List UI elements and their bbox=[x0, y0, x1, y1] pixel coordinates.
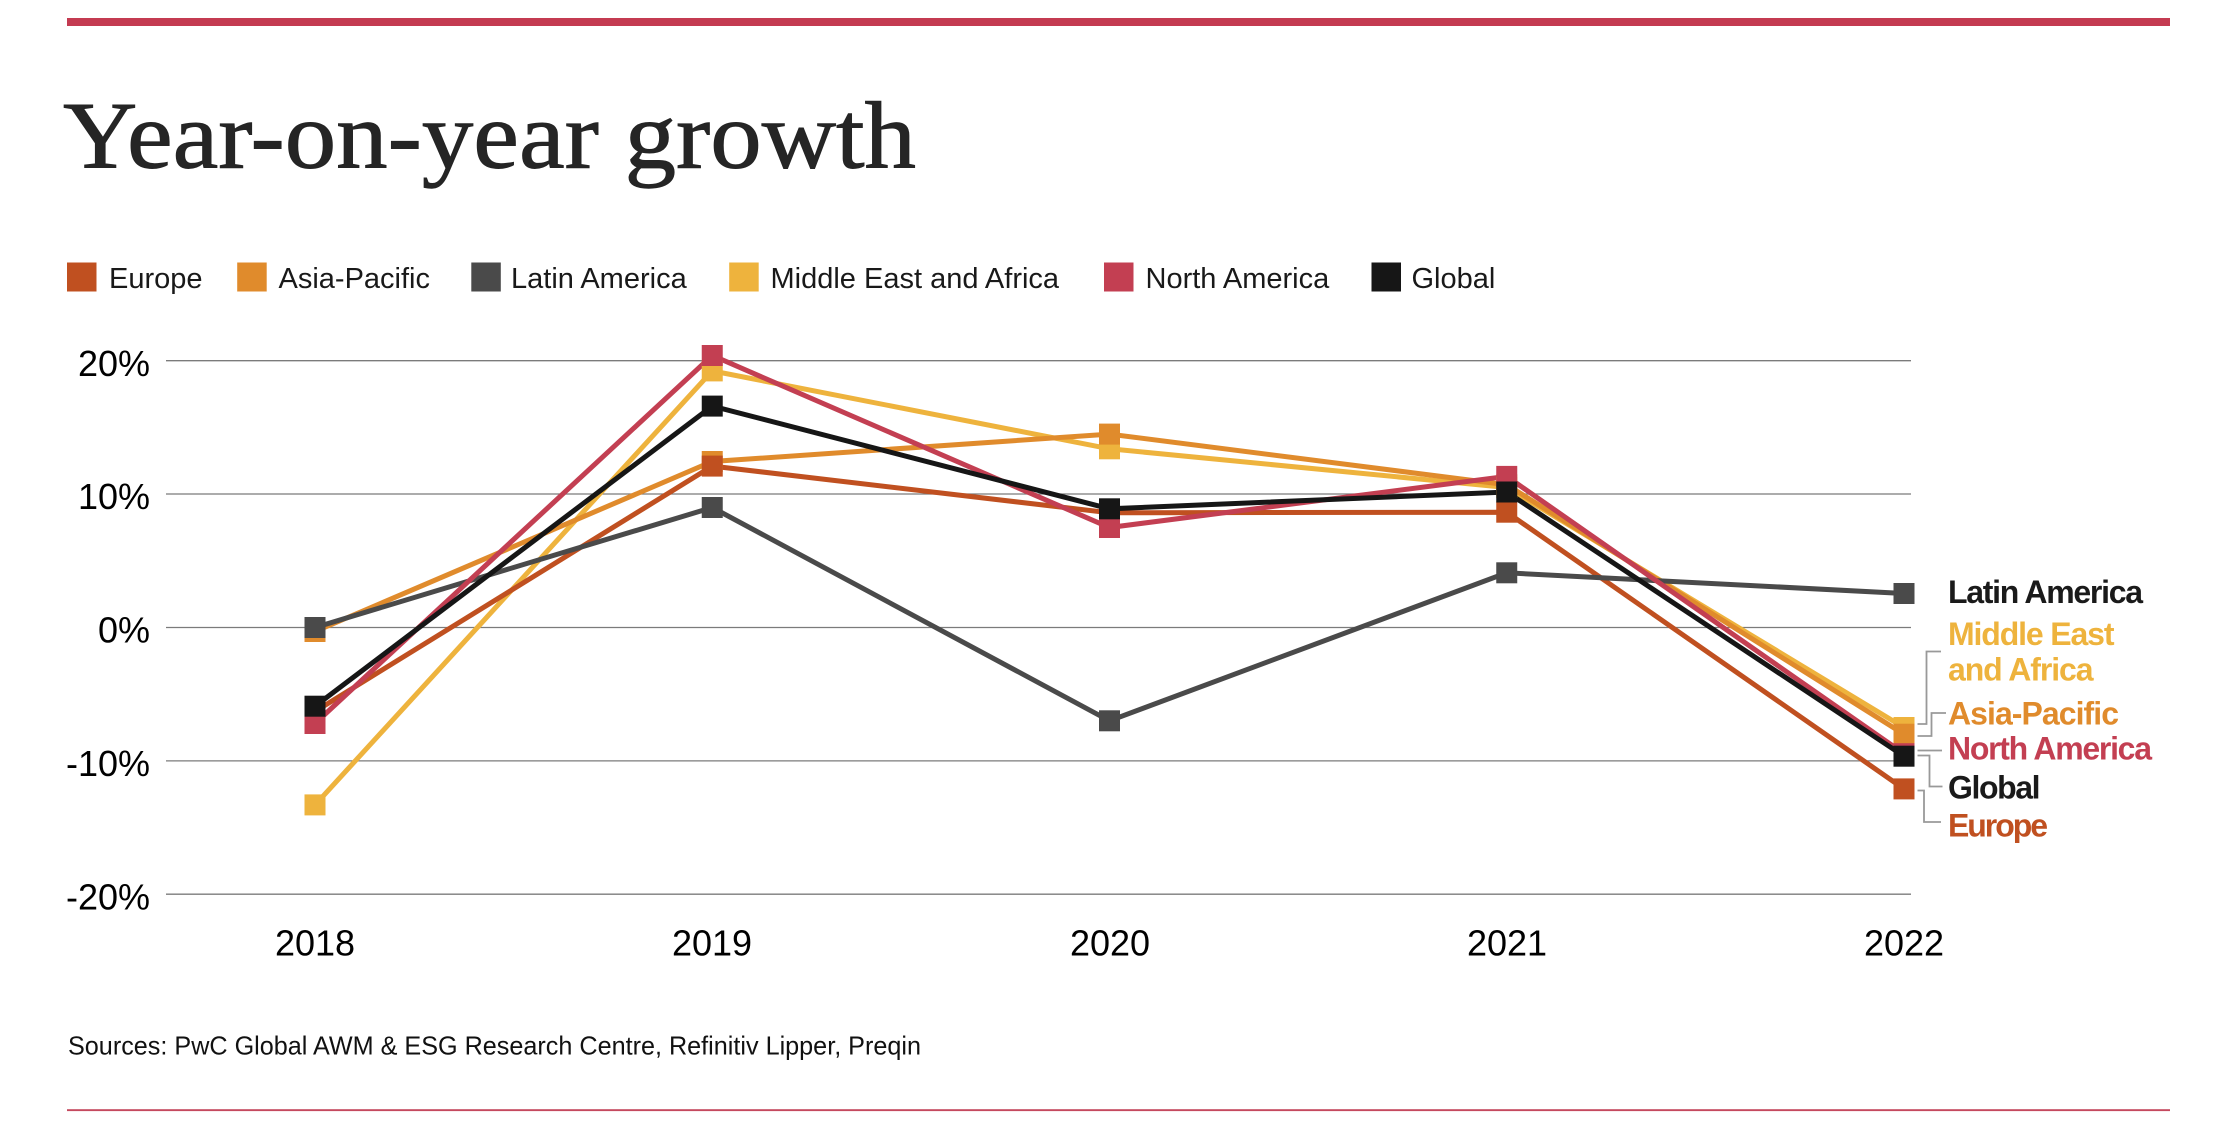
svg-text:-10%: -10% bbox=[66, 743, 150, 784]
svg-text:2018: 2018 bbox=[275, 923, 355, 964]
svg-text:-20%: -20% bbox=[66, 876, 150, 917]
svg-text:2021: 2021 bbox=[1467, 923, 1547, 964]
svg-text:0%: 0% bbox=[98, 610, 150, 651]
svg-text:Global: Global bbox=[1948, 770, 2041, 806]
svg-text:Sources: PwC Global AWM & ESG: Sources: PwC Global AWM & ESG Research C… bbox=[68, 1031, 921, 1061]
svg-text:and Africa: and Africa bbox=[1948, 652, 2094, 688]
svg-text:Year-on-year growth: Year-on-year growth bbox=[63, 83, 916, 189]
svg-text:10%: 10% bbox=[78, 476, 150, 517]
svg-text:Latin America: Latin America bbox=[511, 263, 688, 295]
svg-text:20%: 20% bbox=[78, 343, 150, 384]
svg-text:2022: 2022 bbox=[1864, 923, 1944, 964]
svg-text:2019: 2019 bbox=[672, 923, 752, 964]
svg-text:Asia-Pacific: Asia-Pacific bbox=[279, 263, 431, 295]
svg-text:Global: Global bbox=[1412, 263, 1496, 295]
svg-text:Middle East: Middle East bbox=[1948, 616, 2115, 652]
svg-text:2020: 2020 bbox=[1070, 923, 1150, 964]
svg-text:North America: North America bbox=[1948, 731, 2152, 767]
svg-text:North America: North America bbox=[1146, 263, 1331, 295]
svg-text:Europe: Europe bbox=[1948, 807, 2048, 843]
svg-text:Europe: Europe bbox=[109, 263, 203, 295]
svg-text:Latin America: Latin America bbox=[1948, 574, 2143, 610]
svg-text:Middle East and Africa: Middle East and Africa bbox=[771, 263, 1060, 295]
svg-text:Asia-Pacific: Asia-Pacific bbox=[1948, 695, 2119, 731]
